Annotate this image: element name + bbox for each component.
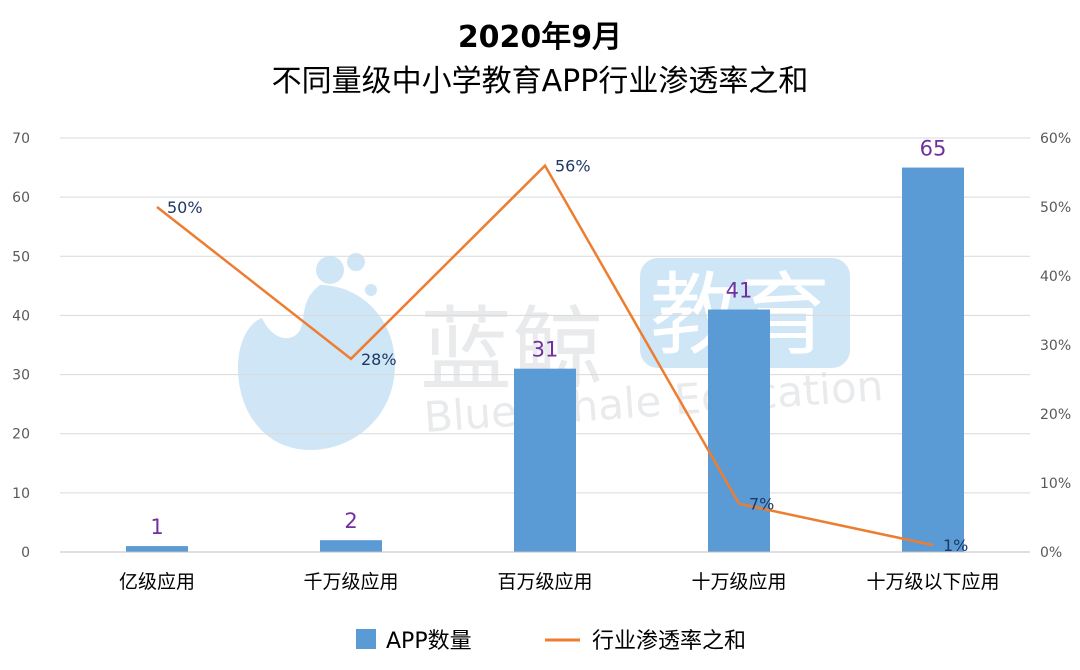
whale-logo-icon [238,285,395,450]
y-right-tick-label: 60% [1040,131,1071,147]
line-data-label: 28% [361,350,397,369]
bar [320,540,382,552]
x-category-label: 十万级以下应用 [866,571,999,593]
y-right-tick-label: 0% [1040,545,1062,561]
whale-spout-drop-3 [365,284,377,296]
y-left-tick-label: 50 [12,249,30,265]
bar-data-label: 31 [532,338,559,362]
chart-title-line1: 2020年9月 [457,20,623,55]
y-right-tick-label: 10% [1040,476,1071,492]
y-left-tick-label: 60 [12,190,30,206]
bar [126,546,188,552]
x-category-label: 亿级应用 [119,571,195,593]
bar-data-label: 2 [344,509,357,533]
legend-line-label: 行业渗透率之和 [592,629,746,654]
y-right-tick-label: 20% [1040,407,1071,423]
bar [902,167,964,553]
y-left-tick-label: 30 [12,368,30,384]
whale-spout-drop-1 [316,256,344,284]
y-right-tick-label: 30% [1040,338,1071,354]
line-data-label: 56% [555,157,591,176]
bar-data-label: 65 [920,137,947,161]
whale-spout-drop-2 [347,253,365,271]
x-category-label: 百万级应用 [497,571,592,593]
x-category-label: 十万级应用 [691,571,786,593]
legend-bar-swatch [356,629,376,649]
chart-title-line2: 不同量级中小学教育APP行业渗透率之和 [271,64,809,99]
x-category-label: 千万级应用 [303,571,398,593]
bar-data-label: 41 [726,279,753,303]
y-left-tick-label: 0 [21,545,30,561]
line-data-label: 50% [167,198,203,217]
y-left-tick-label: 70 [12,131,30,147]
y-left-tick-label: 40 [12,308,30,324]
y-left-tick-label: 10 [12,486,30,502]
bar-data-label: 1 [150,515,163,539]
y-right-tick-label: 50% [1040,200,1071,216]
line-data-label: 1% [943,536,968,555]
line-data-label: 7% [749,495,774,514]
bar [514,368,576,552]
y-left-tick-label: 20 [12,427,30,443]
bar [708,309,770,552]
legend-bar-label: APP数量 [386,629,472,654]
y-right-tick-label: 40% [1040,269,1071,285]
